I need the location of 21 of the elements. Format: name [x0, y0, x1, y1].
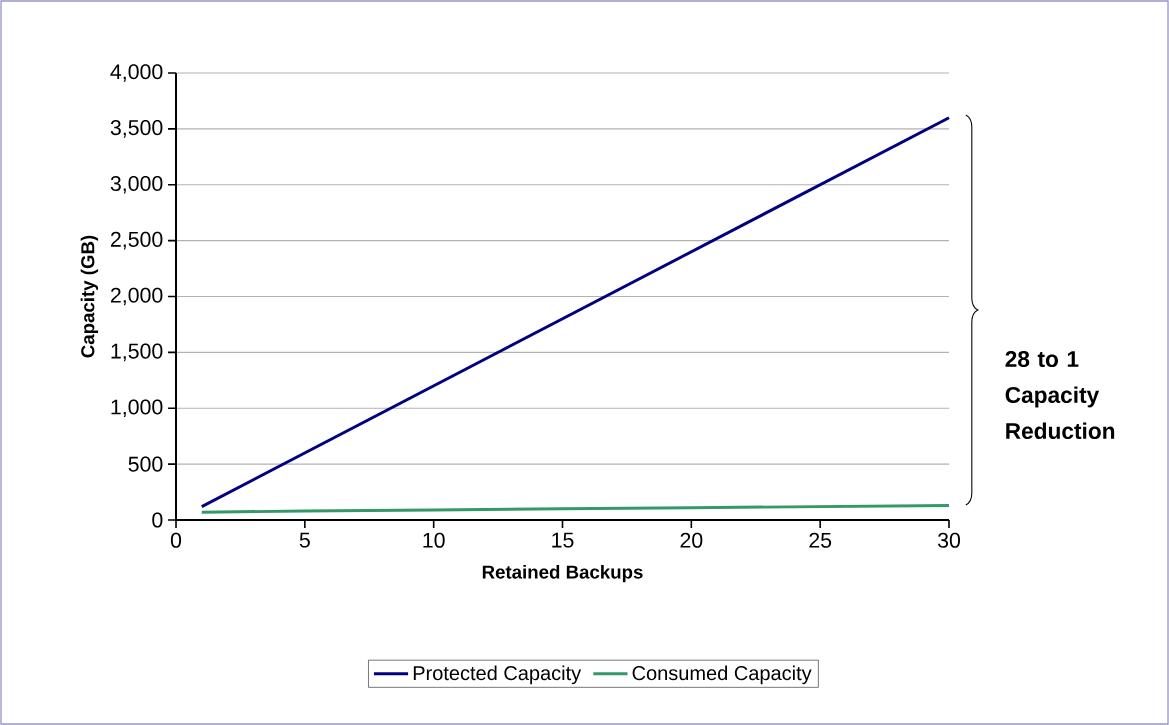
- y-tick-label: 2,500: [110, 231, 163, 250]
- y-tick-label: 0: [152, 512, 163, 528]
- legend-label: Consumed Capacity: [632, 665, 812, 685]
- x-tick-label: 15: [552, 532, 574, 548]
- y-axis-title: Capacity (GB): [80, 235, 99, 358]
- y-tick-label: 500: [128, 456, 163, 472]
- y-tick-label: 3,500: [110, 120, 163, 138]
- y-tick-label: 1,000: [111, 399, 163, 418]
- y-tick-label: 3,000: [110, 175, 163, 194]
- x-tick-label: 0: [170, 532, 182, 548]
- y-tick-label: 4,000: [110, 64, 163, 82]
- text: 28 to 1 Capacity Reduction: [1005, 350, 1115, 440]
- x-tick-label: 30: [937, 532, 961, 548]
- x-tick-label: 25: [809, 532, 832, 548]
- y-tick-label: 2,000: [110, 287, 163, 306]
- x-tick-label: 20: [680, 532, 703, 548]
- legend-label: Protected Capacity: [413, 665, 582, 685]
- y-tick-label: 1,500: [111, 343, 163, 362]
- x-axis-title: Retained Backups: [482, 564, 643, 583]
- x-tick-label: 10: [423, 532, 445, 548]
- x-tick-label: 5: [299, 532, 310, 548]
